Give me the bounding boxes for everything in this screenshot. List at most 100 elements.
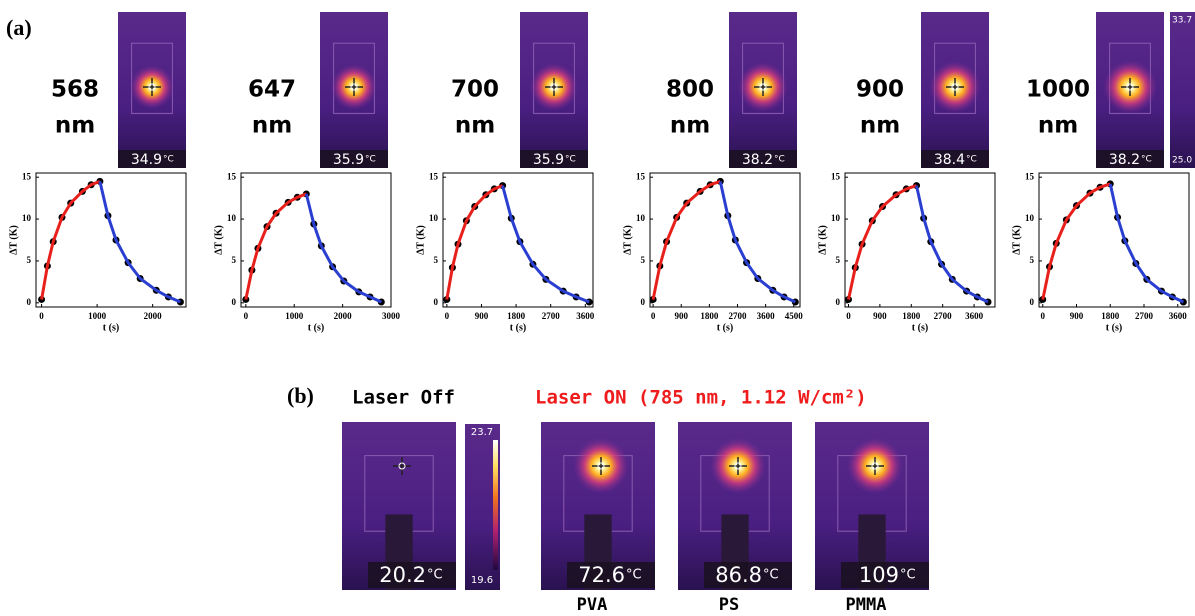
colorbar <box>1170 12 1195 168</box>
plot-frame <box>650 173 800 307</box>
temperature-unit: °C <box>774 155 785 165</box>
fit-line <box>1043 184 1111 300</box>
wavelength-label: nm <box>670 113 710 139</box>
fit-line <box>1110 184 1183 302</box>
plot-frame <box>36 173 186 307</box>
x-tick-label: 4500 <box>785 311 804 321</box>
wavelength-label: nm <box>455 113 495 139</box>
y-tick-label: 0 <box>641 297 646 307</box>
wavelength-label: nm <box>1038 113 1078 139</box>
x-tick-label: 3600 <box>757 311 776 321</box>
colorbar-max: 23.7 <box>471 427 493 438</box>
y-tick-label: 5 <box>1030 255 1035 265</box>
laser-off-title: Laser Off <box>352 387 455 409</box>
x-tick-label: 900 <box>1070 311 1084 321</box>
wavelength-label: 900 <box>856 77 904 103</box>
x-tick-label: 0 <box>39 311 44 321</box>
fit-line <box>100 181 180 302</box>
x-tick-label: 1000 <box>285 311 304 321</box>
y-tick-label: 0 <box>27 297 32 307</box>
fit-line <box>306 194 381 302</box>
y-tick-label: 5 <box>232 255 237 265</box>
x-tick-label: 1800 <box>507 311 526 321</box>
y-tick-label: 0 <box>836 297 841 307</box>
wavelength-label: 1000 <box>1026 77 1090 103</box>
x-axis-label: t (s) <box>103 322 119 333</box>
sample-label: PVA <box>577 595 608 615</box>
x-axis-label: t (s) <box>510 322 526 333</box>
y-tick-label: 15 <box>22 171 32 181</box>
y-tick-label: 5 <box>836 255 841 265</box>
colorbar-max: 33.7 <box>1172 16 1192 26</box>
y-tick-label: 0 <box>434 297 439 307</box>
temperature-reading: 38.2 <box>1109 152 1140 168</box>
temperature-reading: 20.2 <box>379 563 426 587</box>
y-tick-label: 15 <box>1025 171 1035 181</box>
temperature-unit: °C <box>1141 155 1152 165</box>
y-axis-label: ΔT (K) <box>8 225 19 255</box>
y-tick-label: 15 <box>227 171 237 181</box>
y-tick-label: 10 <box>831 213 841 223</box>
y-tick-label: 0 <box>1030 297 1035 307</box>
temperature-unit: °C <box>900 568 916 583</box>
wavelength-label: 700 <box>451 77 499 103</box>
plot-frame <box>241 173 391 307</box>
panel-label: (b) <box>287 383 314 408</box>
sample-label: PMMA <box>846 595 887 615</box>
temperature-reading: 72.6 <box>578 563 625 587</box>
y-tick-label: 15 <box>429 171 439 181</box>
x-tick-label: 2700 <box>1135 311 1154 321</box>
fit-line <box>503 186 590 302</box>
figure: (a) (b) Laser Off Laser ON (785 nm, 1.12… <box>0 0 1195 616</box>
temperature-reading: 38.2 <box>742 152 773 168</box>
x-tick-label: 2000 <box>144 311 163 321</box>
colorbar-min: 25.0 <box>1172 156 1192 166</box>
y-tick-label: 5 <box>641 255 646 265</box>
wavelength-label: nm <box>55 113 95 139</box>
y-axis-label: ΔT (K) <box>1011 225 1022 255</box>
y-tick-label: 10 <box>227 213 237 223</box>
y-axis-label: ΔT (K) <box>415 225 426 255</box>
x-tick-label: 1800 <box>700 311 719 321</box>
temperature-reading: 38.4 <box>934 152 965 168</box>
fit-line <box>917 186 989 302</box>
y-axis-label: ΔT (K) <box>622 225 633 255</box>
y-tick-label: 10 <box>22 213 32 223</box>
colorbar-min: 19.6 <box>471 575 493 586</box>
x-tick-label: 0 <box>244 311 249 321</box>
temperature-reading: 34.9 <box>131 152 162 168</box>
x-tick-label: 0 <box>846 311 851 321</box>
panel-label: (a) <box>6 15 32 40</box>
x-tick-label: 900 <box>873 311 887 321</box>
temperature-reading: 86.8 <box>715 563 762 587</box>
temperature-unit: °C <box>365 155 376 165</box>
colorbar-scale <box>493 440 498 570</box>
x-axis-label: t (s) <box>912 322 928 333</box>
temperature-unit: °C <box>626 568 642 583</box>
laser-on-title: Laser ON (785 nm, 1.12 W/cm²) <box>535 387 867 409</box>
temperature-reading: 35.9 <box>533 152 564 168</box>
y-tick-label: 5 <box>434 255 439 265</box>
temperature-unit: °C <box>427 568 443 583</box>
x-axis-label: t (s) <box>1106 322 1122 333</box>
plot-frame <box>845 173 995 307</box>
y-axis-label: ΔT (K) <box>213 225 224 255</box>
y-tick-label: 10 <box>1025 213 1035 223</box>
y-tick-label: 10 <box>429 213 439 223</box>
x-tick-label: 2700 <box>729 311 748 321</box>
x-tick-label: 900 <box>475 311 489 321</box>
x-tick-label: 3600 <box>576 311 595 321</box>
y-tick-label: 0 <box>232 297 237 307</box>
x-axis-label: t (s) <box>308 322 324 333</box>
wavelength-label: nm <box>252 113 292 139</box>
wavelength-label: nm <box>860 113 900 139</box>
x-tick-label: 3000 <box>382 311 401 321</box>
temperature-unit: °C <box>163 155 174 165</box>
x-tick-label: 0 <box>651 311 656 321</box>
x-tick-label: 3600 <box>1169 311 1188 321</box>
x-tick-label: 3600 <box>965 311 984 321</box>
temperature-reading: 35.9 <box>333 152 364 168</box>
x-tick-label: 2000 <box>334 311 353 321</box>
y-tick-label: 10 <box>636 213 646 223</box>
temperature-unit: °C <box>763 568 779 583</box>
